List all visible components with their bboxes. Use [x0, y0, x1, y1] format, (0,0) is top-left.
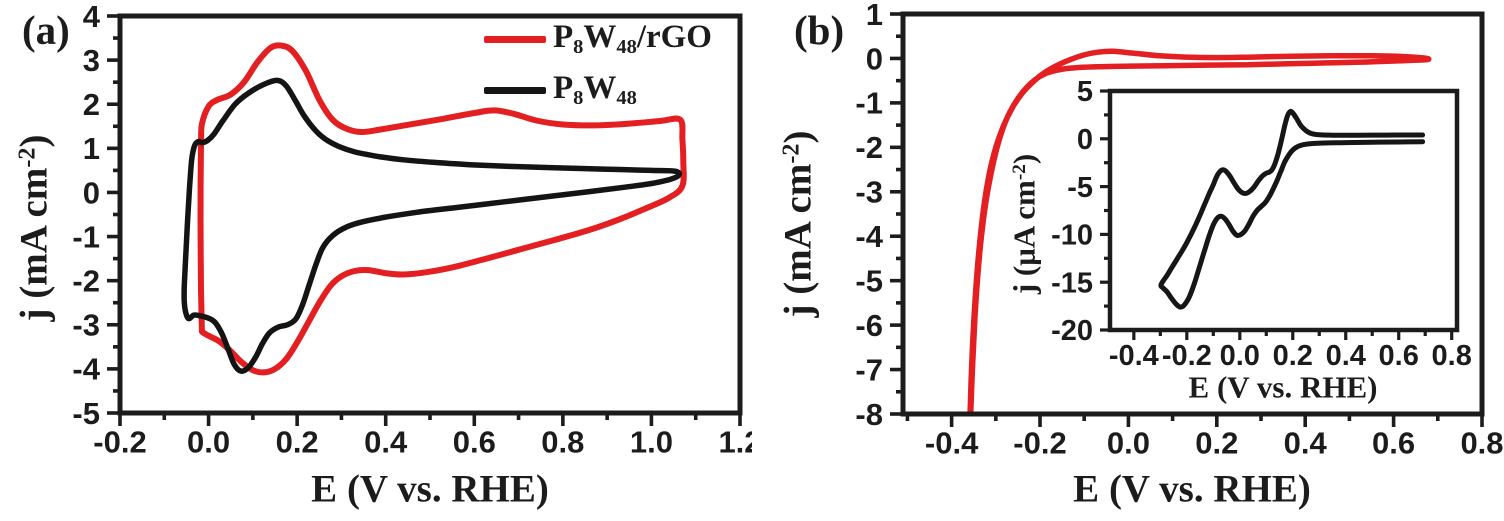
panel-b-inset-x-tick-label: -0.2: [1162, 340, 1212, 372]
panel-a-y-tick-label: 0: [83, 175, 100, 210]
panel-b-inset-curve-p8w48: [1158, 108, 1426, 310]
panel-a: -0.2 0.0 0.2 0.4 0.6 0.8 1.0 1.2 -5 -4 -3 -2 -1 0 1 2 3 4…: [12, 0, 753, 511]
panel-b-x-tick-label: -0.4: [925, 426, 979, 461]
panel-b-inset-y-tick-label: 5: [1077, 76, 1093, 108]
panel-a-x-tick-label: 1.0: [630, 425, 673, 460]
legend-text-part: W: [583, 19, 617, 56]
panel-b-inset-x-tick-label: 0.0: [1220, 340, 1260, 372]
panel-b-y-tick-label: 0: [866, 41, 883, 76]
panel-a-y-tick-label: -5: [72, 396, 100, 431]
panel-b-x-axis-title: E (V vs. RHE): [1073, 467, 1311, 511]
panel-b-x-tick-label: 0.4: [1284, 426, 1328, 461]
panel-a-letter: (a): [22, 7, 70, 53]
panel-a-ticks: [107, 14, 742, 426]
panel-b-inset-y-tick-label: -10: [1051, 220, 1093, 252]
panel-a-x-axis-title: E (V vs. RHE): [311, 467, 549, 511]
legend-text-part: P: [553, 70, 574, 107]
panel-b-x-tick-label: 0.8: [1460, 426, 1503, 461]
legend-text-part: P: [553, 19, 574, 56]
panel-a-x-tick-label: 0.4: [364, 425, 408, 460]
legend-subscript: 8: [573, 87, 584, 110]
legend-label-p8w48: P8W48: [553, 72, 637, 109]
panel-a-y-axis-title: j (mA cm-2): [12, 134, 56, 322]
panel-a-curve-p8w48: [181, 77, 683, 374]
panel-a-y-axis-title-text: j (mA cm: [12, 167, 56, 322]
panel-b-y-axis-title-exponent: -2: [777, 143, 805, 164]
panel-a-series: [181, 42, 687, 376]
panel-a-y-tick-label: -1: [72, 219, 100, 254]
panel-b-y-tick-label: 1: [866, 0, 883, 32]
panel-b-y-axis-title-text: j (mA cm: [776, 163, 820, 318]
panel-b-inset-tick-labels: -0.4 -0.2 0.0 0.2 0.4 0.6 0.8 -20 -15 -10 -5 0 5: [1051, 76, 1472, 372]
panel-a-y-axis-title-exponent: -2: [13, 147, 41, 168]
panel-b-y-tick-label: -7: [855, 352, 883, 387]
panel-b-curve-p8w48-rgo: [967, 48, 1432, 413]
panel-a-x-tick-label: 0.8: [541, 425, 584, 460]
legend-swatch-black-line: [484, 87, 546, 94]
inset-x-axis-title: E (V vs. RHE): [1188, 369, 1378, 405]
panel-b-inset-x-tick-label: 0.6: [1379, 340, 1419, 372]
panel-a-y-tick-label: 1: [83, 131, 100, 166]
panel-b-x-tick-label: 0.6: [1372, 426, 1415, 461]
panel-a-x-tick-label: 0.0: [187, 425, 230, 460]
panel-b-y-axis-title: j (mA cm-2): [776, 130, 820, 318]
panel-b-inset-y-tick-label: 0: [1077, 124, 1093, 156]
panel-a-y-tick-label: -2: [72, 264, 100, 299]
panel-b-tick-labels: -0.4 -0.2 0.0 0.2 0.4 0.6 0.8-8-7-6-5-4-3-2-10…: [855, 0, 1503, 461]
panel-a-y-tick-label: 4: [83, 0, 101, 34]
panel-a-x-tick-label: 0.2: [276, 425, 319, 460]
legend-label-p8w48-rgo: P8W48/rGO: [553, 21, 712, 58]
panel-b-plot: -0.4 -0.2 0.0 0.2 0.4 0.6 0.8-8-7-6-5-4-3-2-10…: [855, 0, 1503, 461]
panel-b-inset-series: [1158, 108, 1426, 310]
panel-a-x-tick-label: 1.2: [718, 425, 752, 460]
panel-b-series: [967, 48, 1432, 413]
panel-a-x-tick-label: 0.6: [453, 425, 496, 460]
panel-a-curve-p8w48-rgo: [197, 42, 687, 376]
panel-b-y-tick-label: -2: [855, 130, 883, 165]
panel-a-y-tick-label: 3: [83, 43, 100, 78]
panel-a-y-tick-label: -3: [72, 308, 100, 343]
panel-b-y-tick-label: -3: [855, 175, 883, 210]
panel-b-y-axis-title-close: ): [776, 130, 820, 144]
legend-item-p8w48: P8W48: [484, 65, 712, 116]
inset-y-axis-title-text: j (μA cm: [1006, 180, 1042, 295]
legend-text-part: W: [583, 70, 617, 107]
legend-subscript: 48: [616, 36, 637, 59]
panel-b-y-tick-label: -5: [855, 264, 883, 299]
panel-b-inset-y-tick-label: -15: [1051, 267, 1093, 299]
legend-text-part: /rGO: [636, 19, 712, 56]
legend-subscript: 48: [616, 87, 637, 110]
inset-y-axis-title-exponent: -2: [1008, 164, 1030, 181]
legend: P8W48/rGO P8W48: [484, 14, 712, 116]
panel-b-inset-x-tick-label: 0.8: [1432, 340, 1472, 372]
panel-b-x-tick-label: -0.2: [1013, 426, 1066, 461]
panel-b-inset-y-tick-label: -5: [1067, 172, 1093, 204]
panel-b-x-tick-label: 0.0: [1107, 426, 1150, 461]
panel-b: -0.4 -0.2 0.0 0.2 0.4 0.6 0.8 -8 -7 -6 -5 -4 -3 -2 -1 0…: [752, 0, 1504, 521]
panel-a-y-axis-title-close: ): [12, 134, 56, 148]
panel-b-inset-x-tick-label: -0.4: [1109, 340, 1159, 372]
panel-a-tick-labels: -0.2 0.0 0.2 0.4 0.6 0.8 1.0 1.2 -5 -4 -3 -2 -1 0 1 2 3 4: [72, 0, 752, 460]
panel-b-y-tick-label: -8: [855, 397, 883, 432]
panel-a-plot: -0.2 0.0 0.2 0.4 0.6 0.8 1.0 1.2 -5 -4 -3 -2 -1 0 1 2 3 4: [72, 0, 752, 460]
legend-swatch-red-line: [484, 36, 546, 43]
panel-b-inset-x-tick-label: 0.2: [1273, 340, 1313, 372]
panel-b-ticks: [890, 12, 1484, 427]
legend-subscript: 8: [573, 36, 584, 59]
panel-b-y-tick-label: -1: [855, 86, 883, 121]
inset-y-axis-title-close: ): [1006, 153, 1042, 165]
panel-a-y-tick-label: -4: [72, 352, 100, 387]
inset-y-axis-title: j (μA cm-2): [1006, 153, 1042, 295]
panel-a-x-tick-label: -0.2: [93, 425, 146, 460]
panel-b-inset-y-tick-label: -20: [1051, 315, 1093, 347]
panel-b-inset-ticks: [1100, 89, 1454, 340]
panel-b-x-tick-label: 0.2: [1195, 426, 1238, 461]
legend-item-p8w48-rgo: P8W48/rGO: [484, 14, 712, 65]
panel-b-y-tick-label: -6: [855, 308, 883, 343]
panel-b-inset-x-tick-label: 0.4: [1326, 340, 1366, 372]
panel-a-y-tick-label: 2: [83, 87, 100, 122]
panel-b-letter: (b): [794, 7, 845, 53]
panel-b-y-tick-label: -4: [855, 219, 883, 254]
